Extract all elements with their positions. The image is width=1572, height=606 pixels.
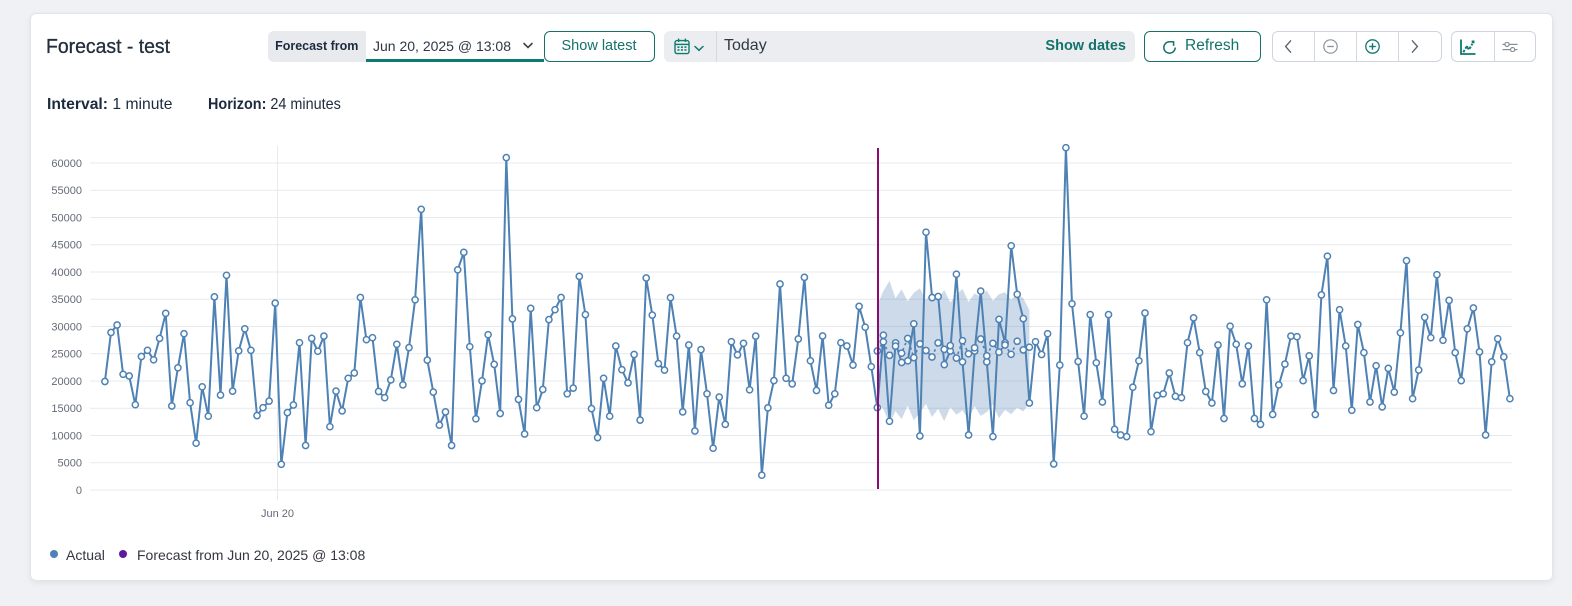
svg-text:20000: 20000 bbox=[51, 376, 82, 388]
svg-text:40000: 40000 bbox=[51, 267, 82, 279]
svg-text:60000: 60000 bbox=[51, 158, 82, 170]
svg-text:15000: 15000 bbox=[51, 403, 82, 415]
svg-text:30000: 30000 bbox=[51, 321, 82, 333]
svg-text:45000: 45000 bbox=[51, 240, 82, 252]
svg-text:10000: 10000 bbox=[51, 430, 82, 442]
svg-text:35000: 35000 bbox=[51, 294, 82, 306]
svg-text:Jun 20: Jun 20 bbox=[261, 508, 294, 520]
svg-text:0: 0 bbox=[76, 485, 82, 497]
svg-text:50000: 50000 bbox=[51, 212, 82, 224]
svg-text:25000: 25000 bbox=[51, 349, 82, 361]
svg-text:55000: 55000 bbox=[51, 185, 82, 197]
svg-text:5000: 5000 bbox=[58, 458, 82, 470]
